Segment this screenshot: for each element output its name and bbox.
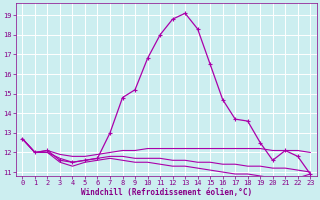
X-axis label: Windchill (Refroidissement éolien,°C): Windchill (Refroidissement éolien,°C) (81, 188, 252, 197)
